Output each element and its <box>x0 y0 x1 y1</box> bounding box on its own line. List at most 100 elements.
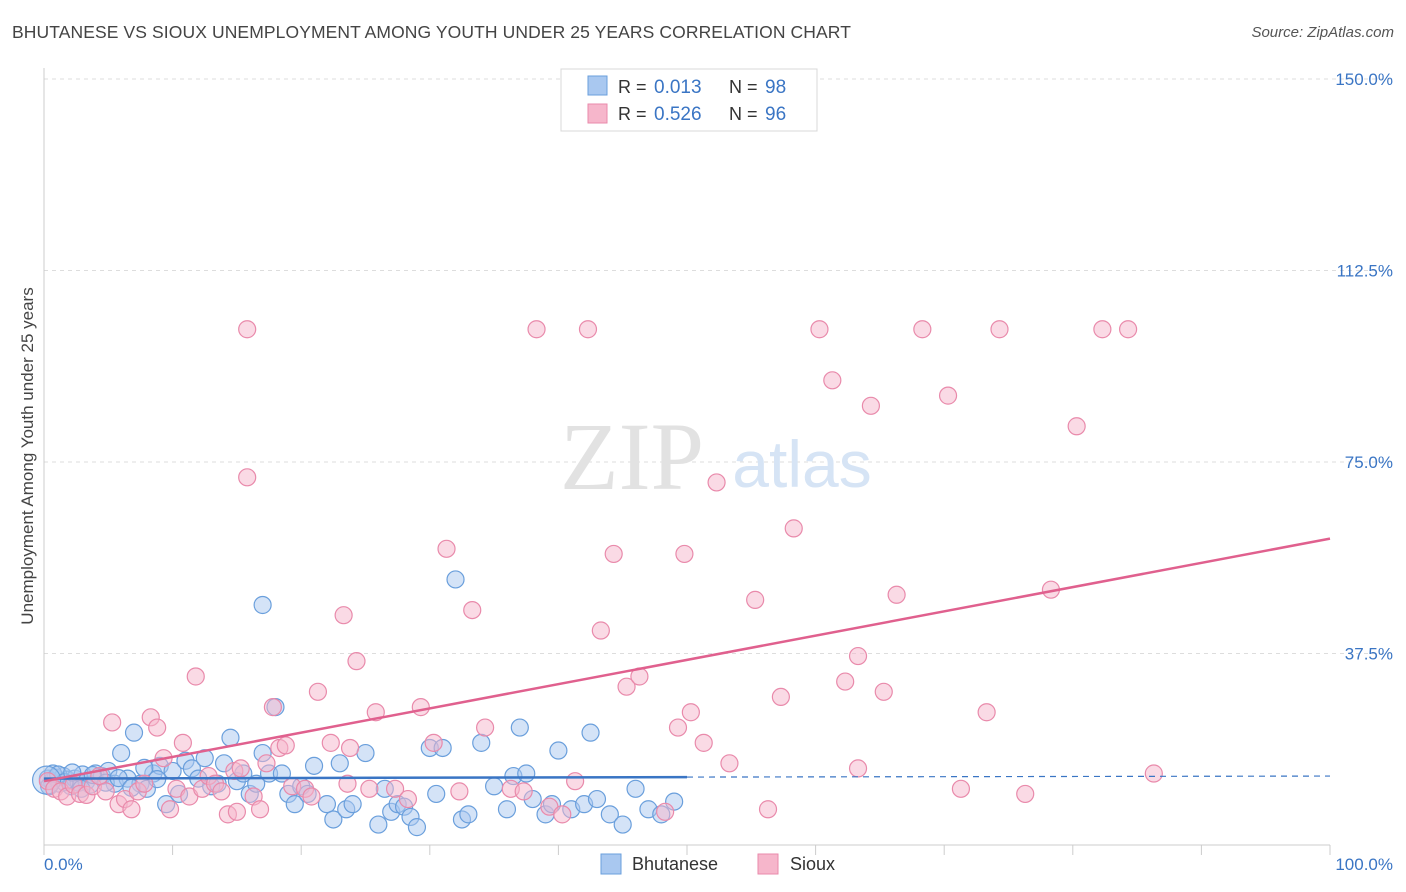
sioux-point-87 <box>913 320 932 339</box>
sioux-point-9 <box>96 782 115 801</box>
bhutanese-point-75 <box>549 741 568 760</box>
sioux-point-48 <box>360 779 379 798</box>
bhutanese-point-51 <box>343 795 362 814</box>
source-label: Source: ZipAtlas.com <box>1251 24 1394 41</box>
stats-legend-box: R = 0.013 N = 98 R = 0.526 N = 96 <box>560 68 818 132</box>
sioux-point-72 <box>681 703 700 722</box>
bhutanese-point-68 <box>497 800 517 819</box>
series-sioux-points <box>38 320 1163 824</box>
bhutanese-trend-line <box>43 775 688 780</box>
bhutanese-point-43 <box>285 795 304 814</box>
sioux-point-75 <box>720 754 739 773</box>
sioux-point-43 <box>308 682 328 701</box>
x-tick-label-1: 100.0% <box>1335 855 1393 874</box>
legend-r-value-1: 0.013 <box>654 77 702 98</box>
sioux-point-79 <box>784 519 803 538</box>
bhutanese-point-47 <box>317 795 337 814</box>
sioux-point-69 <box>656 802 675 821</box>
sioux-point-95 <box>1093 320 1112 339</box>
sioux-point-80 <box>810 320 829 339</box>
sioux-point-98 <box>848 759 868 778</box>
bhutanese-point-53 <box>369 815 388 834</box>
bhutanese-point-81 <box>613 815 632 834</box>
bhutanese-point-59 <box>407 818 427 837</box>
sioux-point-73 <box>694 733 713 752</box>
sioux-point-45 <box>334 606 353 625</box>
sioux-point-94 <box>1067 417 1086 436</box>
sioux-point-81 <box>823 371 842 390</box>
trend-lines <box>43 537 1331 783</box>
bottom-legend-label-bhutanese: Bhutanese <box>632 854 718 874</box>
bhutanese-point-66 <box>472 733 491 752</box>
sioux-point-49 <box>366 703 385 722</box>
sioux-point-84 <box>861 396 880 415</box>
sioux-point-47 <box>347 652 366 671</box>
sioux-point-71 <box>675 544 694 564</box>
sioux-point-83 <box>848 646 868 666</box>
sioux-point-88 <box>938 386 958 405</box>
bhutanese-point-98 <box>253 595 272 615</box>
sioux-point-35 <box>250 800 270 819</box>
sioux-point-13 <box>122 800 141 819</box>
y-tick-label-3: 150.0% <box>1335 70 1393 89</box>
bottom-legend-swatch-bhutanese <box>600 853 622 875</box>
sioux-point-64 <box>578 320 598 339</box>
sioux-point-46 <box>340 738 360 758</box>
sioux-point-66 <box>604 544 623 564</box>
sioux-point-27 <box>212 782 231 801</box>
sioux-point-90 <box>977 703 996 722</box>
bottom-legend: Bhutanese Sioux <box>600 853 835 875</box>
sioux-point-85 <box>874 682 893 701</box>
bhutanese-point-70 <box>510 718 529 737</box>
sioux-point-63 <box>566 772 585 791</box>
sioux-point-92 <box>1016 784 1035 804</box>
sioux-point-62 <box>553 805 572 824</box>
sioux-point-21 <box>173 733 192 752</box>
bhutanese-point-65 <box>459 805 478 824</box>
sioux-point-96 <box>1118 320 1138 339</box>
y-tick-label-2: 112.5% <box>1337 262 1393 281</box>
bhutanese-point-63 <box>446 570 465 589</box>
sioux-point-33 <box>238 320 257 339</box>
sioux-point-31 <box>231 759 250 778</box>
y-tick-label-0: 37.5% <box>1345 645 1393 664</box>
sioux-point-39 <box>276 736 295 755</box>
sioux-point-52 <box>411 698 430 717</box>
sioux-point-78 <box>771 687 790 707</box>
legend-r-label-1: R = <box>618 77 647 97</box>
axes <box>43 68 1331 855</box>
legend-r-value-2: 0.526 <box>654 104 702 125</box>
sioux-point-67 <box>617 677 636 696</box>
bhutanese-trend-extension <box>686 775 1331 778</box>
sioux-point-77 <box>758 800 778 819</box>
tick-labels: 37.5% 75.0% 112.5% 150.0% 0.0% 100.0% <box>44 70 1393 874</box>
sioux-point-89 <box>951 779 971 798</box>
bhutanese-point-71 <box>517 764 536 783</box>
legend-swatch-bhutanese <box>587 75 608 96</box>
bhutanese-point-80 <box>600 805 619 824</box>
sioux-point-70 <box>668 718 688 737</box>
sioux-point-91 <box>990 320 1009 339</box>
legend-r-label-2: R = <box>618 104 647 124</box>
sioux-point-36 <box>257 754 276 773</box>
sioux-point-97 <box>1144 764 1163 783</box>
bhutanese-point-46 <box>304 756 324 775</box>
sioux-point-55 <box>450 782 469 801</box>
sioux-trend-line <box>43 537 1331 783</box>
chart-title: BHUTANESE VS SIOUX UNEMPLOYMENT AMONG YO… <box>12 22 852 42</box>
legend-n-label-2: N = <box>729 104 758 124</box>
sioux-point-74 <box>707 473 726 492</box>
bottom-legend-swatch-sioux <box>757 853 779 875</box>
sioux-point-59 <box>514 782 533 801</box>
bhutanese-point-61 <box>427 784 446 804</box>
grid-lines <box>44 78 1394 654</box>
watermark-zip: ZIP <box>560 403 704 510</box>
watermark: ZIP atlas <box>560 403 872 510</box>
sioux-point-82 <box>836 672 855 691</box>
sioux-point-65 <box>591 621 610 640</box>
bhutanese-point-79 <box>587 789 607 809</box>
bhutanese-point-16 <box>112 743 131 763</box>
bhutanese-point-48 <box>324 810 343 829</box>
bottom-legend-label-sioux: Sioux <box>790 854 835 874</box>
